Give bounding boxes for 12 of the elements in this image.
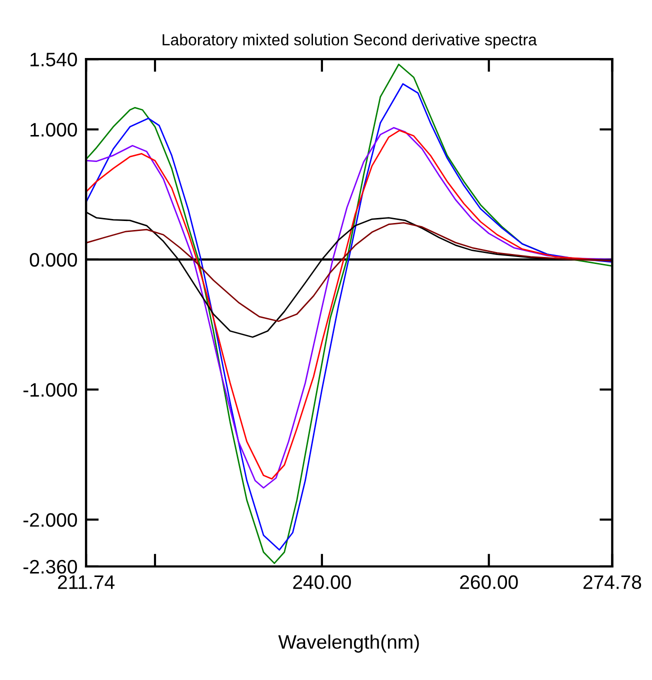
x-tick-label: 240.00: [293, 575, 351, 590]
chart-title: Laboratory mixted solution Second derivative spectra: [162, 34, 537, 49]
y-tick-label: 0.000: [30, 252, 77, 267]
x-tick-label: 260.00: [460, 575, 518, 590]
x-tick-label: 274.78: [583, 575, 642, 590]
y-tick-label: 1.000: [30, 122, 77, 137]
y-tick-label: 1.540: [30, 52, 77, 66]
y-tick-label: -2.000: [23, 513, 77, 527]
x-axis-title: Wavelength(nm): [278, 634, 419, 653]
y-tick-label: -1.000: [23, 383, 77, 397]
x-tick-label: 211.74: [58, 575, 115, 589]
y-tick-label: -2.360: [23, 560, 77, 574]
